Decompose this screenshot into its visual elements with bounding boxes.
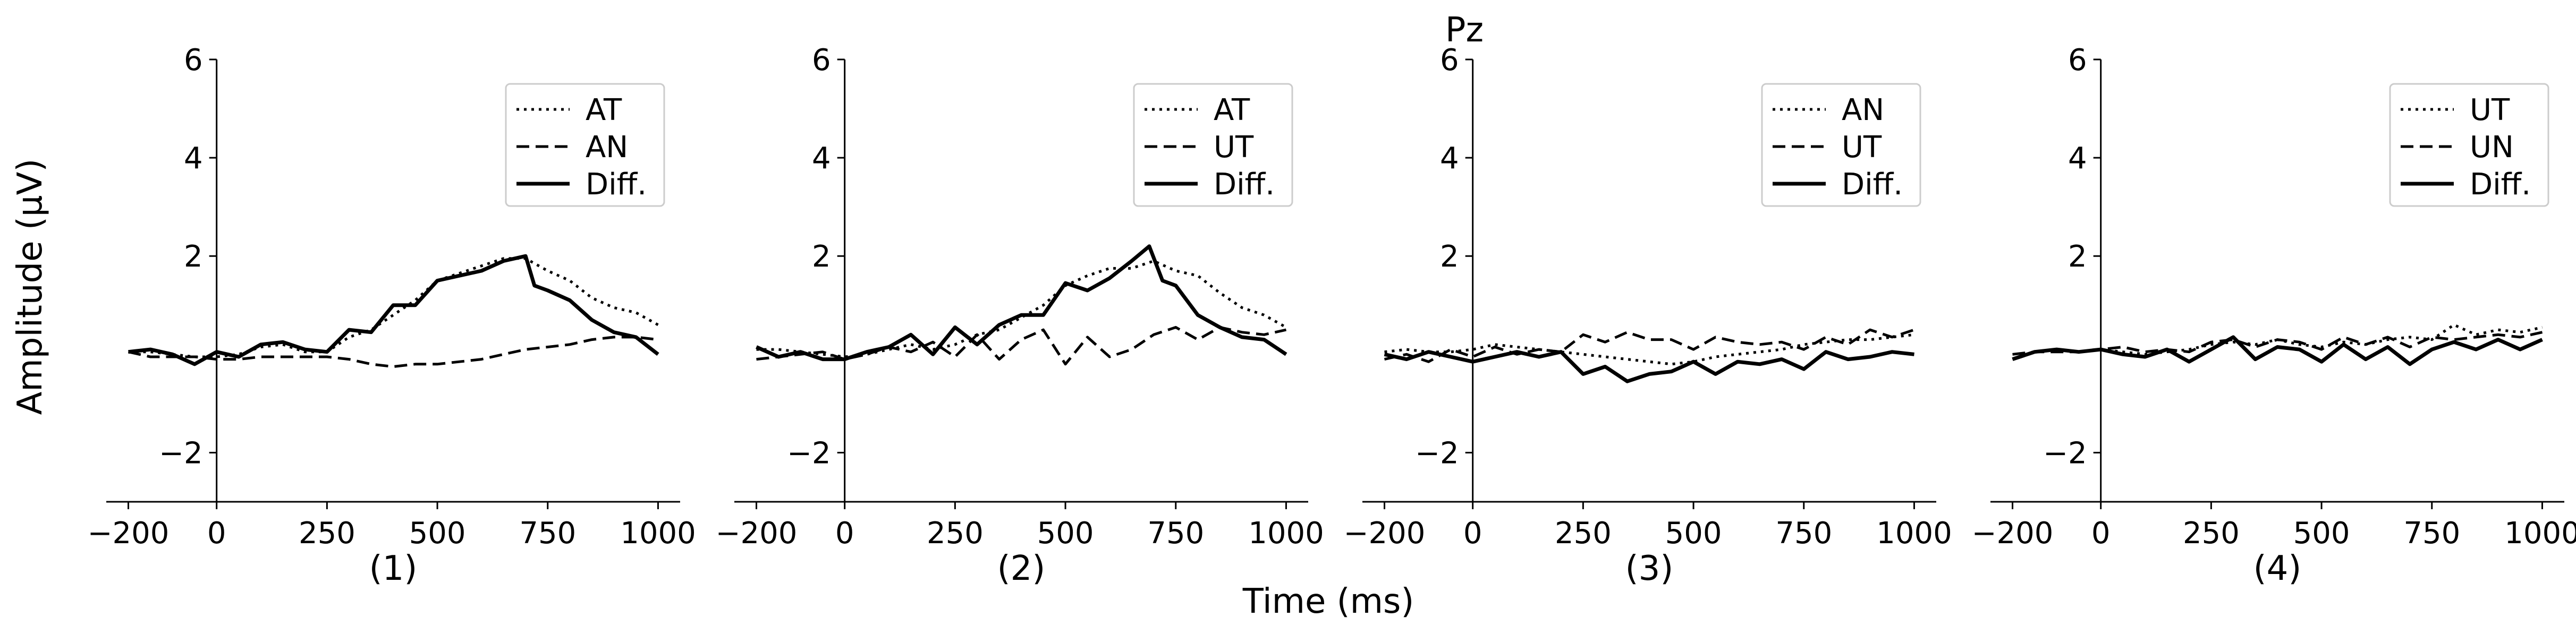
legend-label: Diff.: [2470, 167, 2531, 202]
figure-title: Pz: [1445, 11, 1484, 50]
legend-label: AT: [586, 93, 622, 127]
series-line-diff: [128, 254, 659, 366]
legend-label: AT: [1214, 93, 1250, 127]
x-tick-label: 250: [299, 516, 355, 551]
y-tick-label: −2: [787, 436, 831, 470]
x-tick-label: 0: [207, 516, 226, 551]
series-line-an: [128, 336, 658, 368]
x-tick-label: −200: [88, 516, 170, 551]
y-tick-label: 4: [184, 141, 203, 176]
legend-label: UN: [2470, 130, 2514, 165]
legend-label: AN: [586, 130, 628, 165]
legend-label: Diff.: [1842, 167, 1903, 202]
panel-label: (2): [997, 549, 1046, 588]
x-tick-label: 500: [2293, 516, 2350, 551]
x-tick-label: 0: [2091, 516, 2111, 551]
x-tick-label: 250: [2183, 516, 2240, 551]
x-tick-label: 0: [835, 516, 854, 551]
y-tick-label: 2: [1440, 239, 1459, 274]
y-tick-label: −2: [159, 436, 203, 470]
x-tick-label: −200: [1972, 516, 2054, 551]
legend-label: UT: [1842, 130, 1882, 165]
x-tick-label: 250: [1555, 516, 1612, 551]
x-tick-label: 1000: [2504, 516, 2576, 551]
legend-label: Diff.: [1214, 167, 1275, 202]
y-tick-label: 6: [184, 43, 203, 78]
x-tick-label: 500: [1665, 516, 1722, 551]
series-line-ut: [2012, 323, 2543, 361]
x-tick-label: 750: [1775, 516, 1832, 551]
x-tick-label: 250: [927, 516, 984, 551]
y-tick-label: 6: [2068, 43, 2087, 78]
y-tick-label: 4: [812, 141, 831, 176]
panel-label: (4): [2253, 549, 2302, 588]
y-tick-label: 4: [1440, 141, 1459, 176]
series-line-diff: [1384, 350, 1914, 383]
y-tick-label: −2: [2043, 436, 2087, 470]
series-line-diff: [2012, 335, 2543, 366]
legend-box: [505, 83, 665, 207]
x-tick-label: 1000: [1248, 516, 1324, 551]
y-tick-label: −2: [1415, 436, 1459, 470]
y-tick-label: 6: [1440, 43, 1459, 78]
y-axis-label: Amplitude (μV): [11, 159, 50, 415]
series-line-at: [756, 260, 1287, 358]
y-tick-label: 4: [2068, 141, 2087, 176]
x-tick-label: −200: [716, 516, 798, 551]
series-line-diff: [756, 244, 1287, 362]
x-tick-label: −200: [1344, 516, 1426, 551]
panel-label: (1): [369, 549, 418, 588]
legend-label: AN: [1842, 93, 1884, 127]
x-axis-label: Time (ms): [1242, 582, 1414, 621]
y-tick-label: 2: [812, 239, 831, 274]
x-tick-label: 500: [1037, 516, 1094, 551]
x-tick-label: 1000: [1876, 516, 1952, 551]
legend-label: Diff.: [586, 167, 647, 202]
legend-label: UT: [1214, 130, 1254, 165]
x-tick-label: 0: [1463, 516, 1482, 551]
legend-box: [1761, 83, 1921, 207]
x-tick-label: 750: [2403, 516, 2460, 551]
x-tick-label: 750: [519, 516, 576, 551]
legend-label: UT: [2470, 93, 2510, 127]
x-tick-label: 500: [409, 516, 466, 551]
series-line-ut: [1384, 328, 1915, 363]
panel-label: (3): [1625, 549, 1674, 588]
x-tick-label: 750: [1147, 516, 1204, 551]
x-tick-label: 1000: [620, 516, 696, 551]
y-tick-label: 2: [184, 239, 203, 274]
legend-box: [2389, 83, 2549, 207]
y-tick-label: 6: [812, 43, 831, 78]
legend-box: [1133, 83, 1293, 207]
y-tick-label: 2: [2068, 239, 2087, 274]
